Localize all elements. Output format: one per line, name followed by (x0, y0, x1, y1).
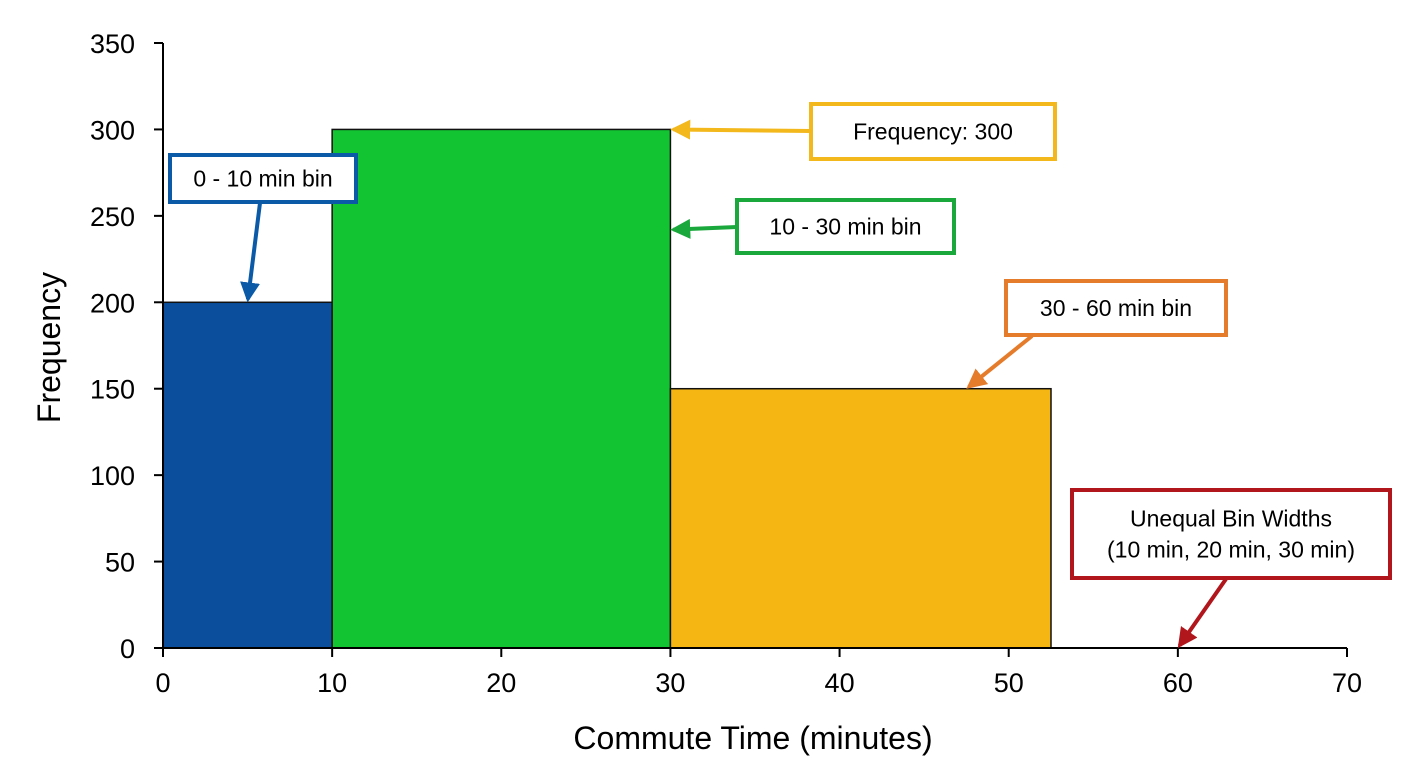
callout-4: Unequal Bin Widths (10 min, 20 min, 30 mi… (1070, 488, 1392, 649)
x-axis-title: Commute Time (minutes) (573, 720, 932, 756)
callout-text-1-0: Frequency: 300 (853, 119, 1013, 145)
bar-1 (331, 128, 672, 649)
x-tick-label-5: 50 (994, 668, 1024, 698)
y-tick-label-0: 0 (120, 634, 135, 664)
callout-arrow-2 (670, 218, 738, 239)
callout-0: 0 - 10 min bin (168, 153, 358, 303)
callout-box-3 (1004, 279, 1228, 337)
callout-box-2 (735, 198, 956, 255)
axes-layer (162, 43, 1347, 649)
x-tick-label-0: 0 (155, 668, 170, 698)
callout-arrow-3 (966, 334, 1034, 389)
ticks-layer: 0 10 20 30 40 50 60 70 0 50 100 150 200 250 300 350 (90, 29, 1362, 698)
y-tick-label-6: 300 (90, 115, 135, 145)
bars-layer (162, 128, 1052, 649)
y-tick-label-5: 250 (90, 202, 135, 232)
y-tick-label-4: 200 (90, 288, 135, 318)
callout-box-1 (809, 102, 1057, 161)
x-tick-label-1: 10 (317, 668, 347, 698)
x-tick-label-4: 40 (825, 668, 855, 698)
callout-text-2-0: 10 - 30 min bin (769, 214, 921, 240)
callout-box-4 (1070, 488, 1392, 580)
callout-1: Frequency: 300 (670, 102, 1057, 161)
y-axis-title: Frequency (31, 272, 67, 423)
callout-3: 30 - 60 min bin (966, 279, 1228, 389)
x-tick-label-6: 60 (1163, 668, 1193, 698)
x-tick-label-7: 70 (1332, 668, 1362, 698)
callout-text-0-0: 0 - 10 min bin (193, 166, 332, 192)
bar-2 (669, 387, 1052, 649)
y-tick-label-2: 100 (90, 461, 135, 491)
callout-text-3-0: 30 - 60 min bin (1040, 295, 1192, 321)
y-tick-label-3: 150 (90, 375, 135, 405)
callout-2: 10 - 30 min bin (670, 198, 956, 255)
callout-box-0 (168, 153, 358, 204)
x-tick-label-2: 20 (486, 668, 516, 698)
bar-0 (162, 301, 333, 649)
x-tick-label-3: 30 (655, 668, 685, 698)
callout-arrow-0 (240, 202, 262, 303)
y-tick-label-1: 50 (105, 548, 135, 578)
callout-arrow-4 (1177, 577, 1228, 649)
callouts-layer: 0 - 10 min bin Frequency: 300 10 - 30 min … (168, 102, 1392, 649)
callout-text-4-0: Unequal Bin Widths (1130, 506, 1332, 532)
y-tick-label-7: 350 (90, 29, 135, 59)
callout-arrow-1 (670, 119, 812, 140)
callout-text-4-1: (10 min, 20 min, 30 min) (1107, 537, 1355, 563)
